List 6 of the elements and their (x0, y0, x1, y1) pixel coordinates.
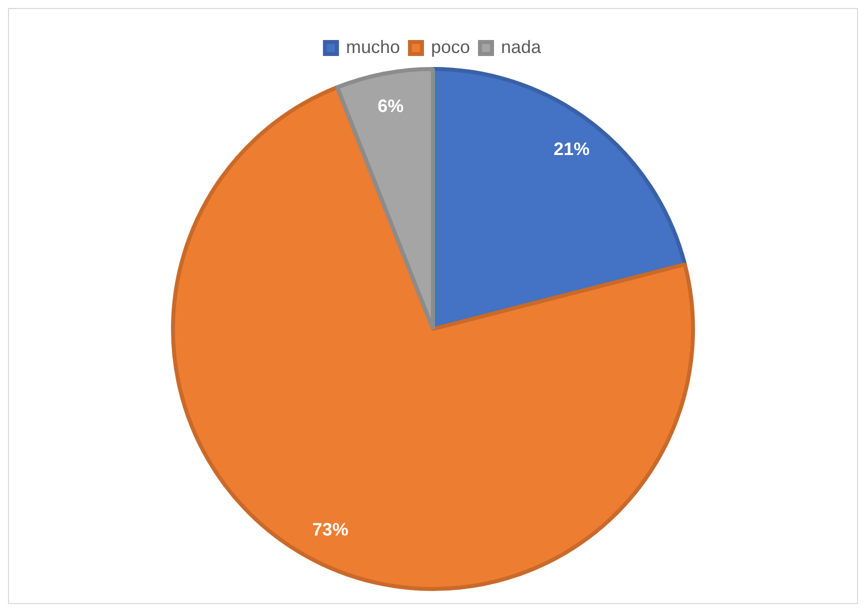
legend-label: mucho (346, 36, 400, 57)
legend-label: nada (501, 36, 542, 57)
data-label: 21% (554, 139, 590, 160)
data-label: 6% (378, 96, 404, 116)
data-label: 73% (312, 520, 348, 540)
legend-label: poco (430, 36, 470, 57)
